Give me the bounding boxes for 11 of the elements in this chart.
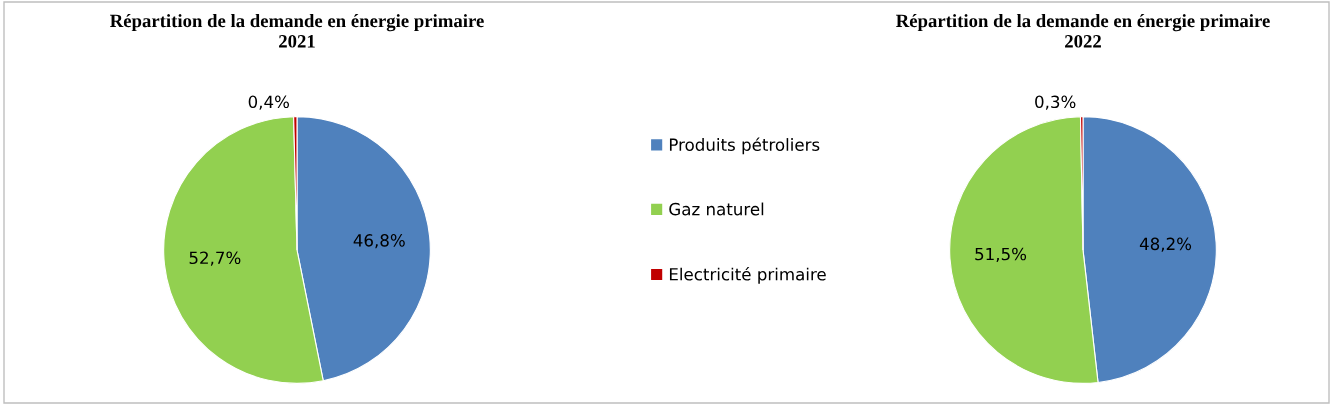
data-label: 0,4%	[248, 95, 289, 110]
data-label: 48,2%	[1139, 237, 1192, 252]
data-label: 52,7%	[189, 251, 241, 266]
legend-label: Gaz naturel	[669, 202, 764, 216]
legend-label: Electricité primaire	[669, 267, 826, 284]
data-label: 0,3%	[1035, 95, 1076, 110]
chart-title: Répartition de la demande en énergie primaire 2022	[896, 14, 1270, 48]
legend-label: Produits pétroliers	[669, 137, 820, 155]
data-label: 46,8%	[353, 234, 405, 249]
chart-title: Répartition de la demande en énergie primaire 2021	[110, 14, 484, 48]
data-label: 51,5%	[975, 247, 1027, 262]
